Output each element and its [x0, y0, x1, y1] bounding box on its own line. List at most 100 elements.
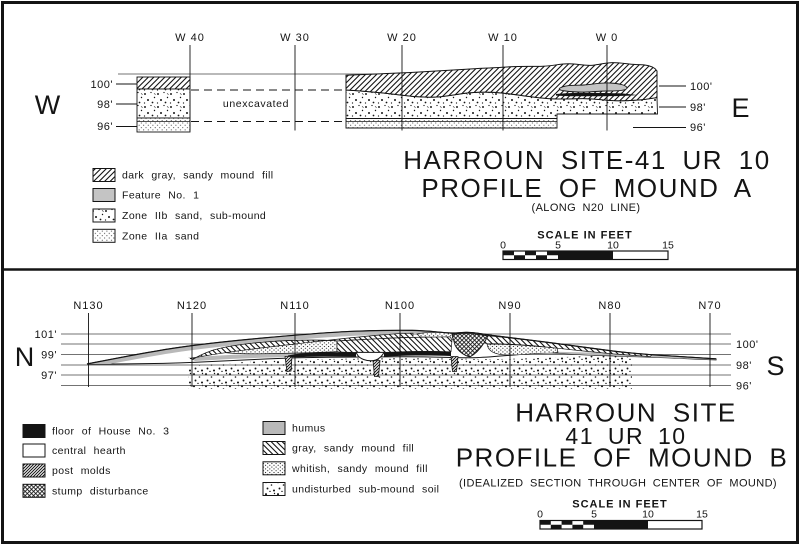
grid-label-n90: N90: [498, 300, 521, 312]
legend-label: stump disturbance: [52, 485, 149, 497]
direction-east: E: [731, 93, 750, 123]
mound-b-layers: [87, 330, 716, 365]
grid-lines-a: [189, 45, 608, 131]
title-a-line1: HARROUN SITE-41 UR 10: [403, 145, 770, 175]
legend-b-col2: humus gray, sandy mound fill whitish, sa…: [262, 421, 439, 496]
legend-swatch-feature-1: [92, 188, 116, 202]
legend-label: dark gray, sandy mound fill: [122, 170, 274, 182]
legend-label: Feature No. 1: [122, 190, 199, 202]
layer-humus-buried-right: [545, 351, 688, 359]
grid-label-w10: W 10: [488, 32, 518, 44]
elev-a-left-96: 96': [97, 121, 113, 133]
title-b-line1: HARROUN SITE: [515, 398, 736, 428]
grid-label-w30: W 30: [280, 32, 310, 44]
scale-tick-15: 15: [696, 509, 708, 521]
legend-swatch-zone2a: [92, 228, 116, 243]
scale-tick-5: 5: [555, 240, 561, 252]
grid-label-n100: N100: [385, 300, 415, 312]
grid-label-w40: W 40: [175, 32, 205, 44]
legend-swatch-post-molds: [22, 463, 46, 478]
legend-a: dark gray, sandy mound fill Feature No. …: [92, 168, 274, 243]
legend-swatch-stump-disturbance: [22, 483, 46, 498]
post-mold-3: [450, 356, 459, 372]
scale-tick-10: 10: [607, 240, 619, 252]
elev-a-right-96: 96': [690, 122, 706, 134]
scale-tick-0: 0: [500, 240, 506, 252]
scale-label-b: SCALE IN FEET: [572, 499, 668, 511]
direction-north: N: [15, 342, 36, 372]
panel-b: N130 N120 N110 N100 N90 N80 N70 101' 99'…: [15, 300, 789, 530]
title-b-line2: 41 UR 10: [565, 423, 686, 449]
legend-label: Zone IIb sand, sub-mound: [122, 210, 266, 222]
legend-swatch-whitish-fill: [262, 461, 286, 476]
grid-label-n120: N120: [177, 300, 207, 312]
panel-a: W 40 W 30 W 20 W 10 W 0 unexcavated 100'…: [35, 32, 770, 261]
elev-a-right-100: 100': [690, 81, 712, 93]
scale-tick-10: 10: [642, 509, 654, 521]
title-a-line2: PROFILE OF MOUND A: [421, 173, 752, 203]
mound-b-surface-line: [86, 329, 717, 365]
legend-swatch-gray-fill: [262, 441, 286, 455]
stump-disturbance-wedge: [451, 333, 489, 358]
grid-label-n70: N70: [698, 300, 721, 312]
elev-b-right-100: 100': [736, 339, 758, 351]
grid-label-n110: N110: [280, 300, 309, 312]
title-b-subtitle: (IDEALIZED SECTION THROUGH CENTER OF MOU…: [459, 478, 777, 490]
scale-bar-a: SCALE IN FEET 0 5 10 15: [500, 230, 674, 261]
legend-label: central hearth: [52, 445, 126, 457]
layer-mound-fill-west: [136, 76, 191, 90]
elev-b-left-101: 101': [35, 329, 57, 341]
scale-label-a: SCALE IN FEET: [537, 230, 633, 242]
scale-tick-0: 0: [537, 509, 543, 521]
profile-a-west-block: [136, 76, 191, 133]
elev-b-left-97: 97': [41, 370, 57, 382]
legend-label: humus: [292, 423, 326, 435]
grid-lines-b: [88, 313, 711, 387]
legend-label: undisturbed sub-mound soil: [292, 484, 439, 496]
legend-swatch-submound-soil: [262, 482, 286, 496]
scale-tick-5: 5: [591, 509, 597, 521]
layer-zone2b-west: [136, 88, 191, 119]
feature-1-blob: [558, 82, 628, 93]
legend-swatch-central-hearth: [22, 443, 46, 458]
post-mold-1: [284, 356, 293, 372]
layer-submound-soil: [188, 355, 632, 389]
legend-swatch-zone2b: [92, 208, 116, 223]
legend-label: whitish, sandy mound fill: [291, 463, 428, 475]
grid-label-n130: N130: [73, 300, 103, 312]
scale-bar-b: SCALE IN FEET 0 5 10 15: [537, 499, 708, 530]
elev-ticks-right-a: [633, 85, 686, 128]
legend-b-col1: floor of House No. 3 central hearth post…: [22, 424, 169, 498]
elev-b-right-98: 98': [736, 360, 752, 372]
grid-label-n80: N80: [598, 300, 621, 312]
elev-ticks-left-a: [116, 83, 138, 127]
legend-swatch-dark-gray-fill: [92, 168, 116, 182]
elev-b-left-99: 99': [41, 350, 57, 362]
layer-zone2a-west: [136, 117, 191, 133]
grid-label-w20: W 20: [387, 32, 417, 44]
profile-a-east-block: [345, 62, 658, 129]
direction-west: W: [35, 90, 61, 120]
legend-label: post molds: [52, 465, 111, 477]
elev-a-left-100: 100': [91, 79, 113, 91]
elev-a-left-98: 98': [97, 99, 113, 111]
house-floor-west: [288, 352, 356, 358]
scale-tick-15: 15: [662, 240, 674, 252]
grid-label-w0: W 0: [596, 32, 619, 44]
legend-label: gray, sandy mound fill: [292, 443, 414, 455]
post-mold-2: [372, 360, 381, 377]
legend-swatch-humus: [262, 421, 286, 435]
feature-1-dark-lens: [556, 92, 637, 97]
legend-label: floor of House No. 3: [52, 426, 169, 438]
house-floor-east: [384, 351, 451, 357]
title-a-subtitle: (ALONG N20 LINE): [532, 202, 641, 214]
legend-label: Zone IIa sand: [122, 230, 199, 242]
direction-south: S: [766, 351, 785, 381]
elev-b-right-96: 96': [736, 381, 752, 393]
elev-a-right-98: 98': [690, 102, 706, 114]
layer-zone2a-east: [345, 118, 558, 129]
title-b-line3: PROFILE OF MOUND B: [456, 443, 789, 473]
